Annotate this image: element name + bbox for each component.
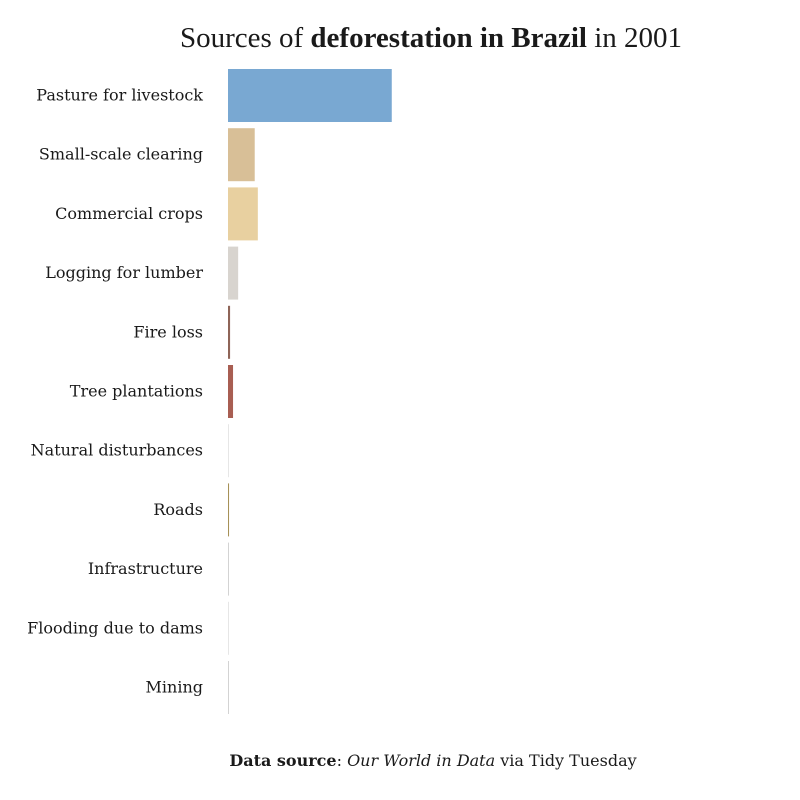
- category-label-roads: Roads: [153, 500, 203, 519]
- title-prefix: Sources of: [179, 22, 311, 54]
- bar-infrastructure: [228, 542, 229, 596]
- bar-mining: [228, 661, 229, 714]
- title-bold: deforestation in Brazil: [310, 22, 587, 54]
- bar-tree-plantations: [228, 365, 234, 418]
- bar-fire-loss: [228, 305, 231, 359]
- data-source-caption: Data source: Our World in Data via Tidy …: [0, 751, 800, 770]
- category-label-pasture-for-livestock: Pasture for livestock: [36, 86, 203, 105]
- category-label-logging-for-lumber: Logging for lumber: [45, 263, 203, 282]
- bar-flooding-due-to-dams: [228, 601, 229, 655]
- category-label-mining: Mining: [146, 678, 203, 697]
- category-label-infrastructure: Infrastructure: [88, 559, 203, 578]
- title-suffix: in 2001: [586, 22, 683, 54]
- caption-separator: :: [336, 751, 348, 770]
- bar-natural-disturbances: [228, 424, 229, 478]
- bar-logging-for-lumber: [228, 246, 239, 300]
- chart-title: Sources of deforestation in Brazil in 20…: [0, 22, 800, 55]
- bar-roads: [228, 483, 230, 537]
- category-label-small-scale-clearing: Small-scale clearing: [39, 145, 203, 164]
- category-label-fire-loss: Fire loss: [133, 322, 203, 341]
- caption-suffix: via Tidy Tuesday: [495, 751, 637, 770]
- category-label-commercial-crops: Commercial crops: [55, 204, 203, 223]
- category-label-flooding-due-to-dams: Flooding due to dams: [27, 618, 203, 637]
- caption-label: Data source: [229, 751, 337, 770]
- bar-pasture-for-livestock: [228, 69, 392, 122]
- category-labels: Pasture for livestock Small-scale clearin…: [27, 86, 203, 697]
- category-label-natural-disturbances: Natural disturbances: [31, 441, 203, 460]
- bar-commercial-crops: [228, 187, 258, 241]
- bars-layer: [228, 69, 392, 714]
- bar-small-scale-clearing: [228, 128, 255, 182]
- caption-source: Our World in Data: [347, 751, 496, 770]
- category-label-tree-plantations: Tree plantations: [70, 382, 203, 401]
